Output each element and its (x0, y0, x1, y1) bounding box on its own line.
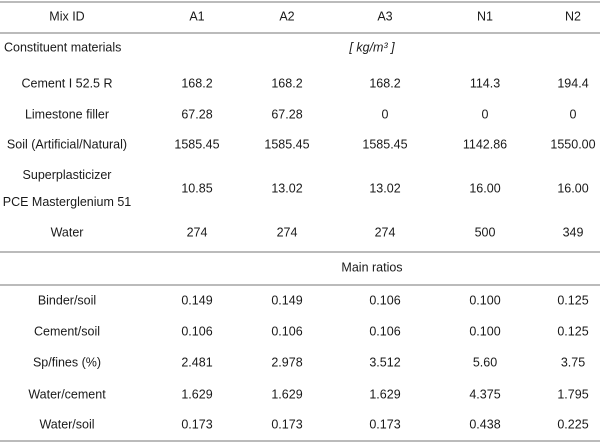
row-label: Cement/soil (34, 324, 100, 338)
cell: 1.795 (557, 387, 588, 401)
header-cell: A2 (279, 9, 294, 23)
cell: 274 (375, 225, 396, 239)
cell: 0.149 (271, 293, 302, 307)
header-cell: N2 (565, 9, 581, 23)
cell: 4.375 (469, 387, 500, 401)
cell: 16.00 (469, 181, 500, 195)
cell: 0.106 (271, 324, 302, 338)
cell: 0 (570, 107, 577, 121)
cell: 194.4 (557, 76, 588, 90)
cell: 1.629 (369, 387, 400, 401)
cell: 274 (277, 225, 298, 239)
cell: 0.225 (557, 417, 588, 431)
cell: 67.28 (181, 107, 212, 121)
cell: 0.438 (469, 417, 500, 431)
cell: 0.173 (271, 417, 302, 431)
cell: 0.149 (181, 293, 212, 307)
unit: [ kg/m³ ] (348, 40, 395, 54)
cell: 500 (475, 225, 496, 239)
cell: 274 (187, 225, 208, 239)
cell: 0.173 (369, 417, 400, 431)
cell: 1585.45 (362, 137, 407, 151)
cell: 1550.00 (550, 137, 595, 151)
cell: 1585.45 (264, 137, 309, 151)
cell: 0.106 (369, 324, 400, 338)
cell: 0.100 (469, 324, 500, 338)
cell: 13.02 (271, 181, 302, 195)
cell: 13.02 (369, 181, 400, 195)
header-cell: N1 (477, 9, 493, 23)
cell: 2.978 (271, 355, 302, 369)
section-title: Constituent materials (4, 40, 121, 54)
row-label: Sp/fines (%) (33, 355, 101, 369)
cell: 2.481 (181, 355, 212, 369)
cell: 67.28 (271, 107, 302, 121)
cell: 0.125 (557, 293, 588, 307)
header-cell: Mix ID (49, 9, 84, 23)
cell: 168.2 (369, 76, 400, 90)
cell: 1585.45 (174, 137, 219, 151)
header-cell: A3 (377, 9, 392, 23)
cell: 0 (382, 107, 389, 121)
section-title: Main ratios (341, 260, 402, 274)
row-label: Soil (Artificial/Natural) (7, 137, 127, 151)
cell: 16.00 (557, 181, 588, 195)
row-label: Superplasticizer (23, 168, 112, 182)
row-label: Binder/soil (38, 293, 96, 307)
cell: 3.512 (369, 355, 400, 369)
cell: 0.125 (557, 324, 588, 338)
cell: 1.629 (271, 387, 302, 401)
cell: 1142.86 (463, 137, 507, 151)
cell: 0.100 (469, 293, 500, 307)
cell: 0 (482, 107, 489, 121)
cell: 0.106 (369, 293, 400, 307)
header-cell: A1 (189, 9, 204, 23)
row-label: Water/soil (39, 417, 94, 431)
cell: 0.173 (181, 417, 212, 431)
cell: 114.3 (470, 76, 500, 90)
row-label: Limestone filler (25, 107, 109, 121)
row-label: Water (51, 225, 84, 239)
row-label: Cement I 52.5 R (21, 76, 112, 90)
cell: 168.2 (271, 76, 302, 90)
cell: 5.60 (473, 355, 497, 369)
cell: 1.629 (181, 387, 212, 401)
cell: 3.75 (561, 355, 585, 369)
cell: 349 (563, 225, 584, 239)
row-label: PCE Masterglenium 51 (3, 195, 132, 209)
cell: 168.2 (181, 76, 212, 90)
row-label: Water/cement (28, 387, 106, 401)
cell: 10.85 (181, 181, 212, 195)
cell: 0.106 (181, 324, 212, 338)
